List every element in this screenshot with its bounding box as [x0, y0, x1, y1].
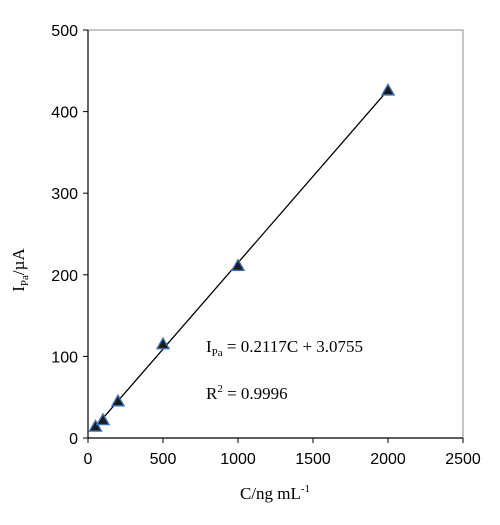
- x-tick-label: 2000: [370, 451, 406, 468]
- x-tick-label: 1000: [220, 451, 256, 468]
- data-point-marker: [110, 393, 126, 407]
- y-tick-label: 500: [51, 23, 78, 40]
- data-point-marker: [88, 419, 103, 432]
- data-point-marker: [380, 82, 396, 96]
- y-axis-label: IPa/µA: [9, 248, 31, 292]
- y-tick-label: 0: [69, 431, 78, 448]
- trendline: [95, 89, 389, 428]
- regression-equation: IPa = 0.2117C + 3.0755: [206, 337, 363, 359]
- plot-area-border: [87, 29, 464, 439]
- x-axis-label: C/ng mL-1: [240, 483, 310, 503]
- x-tick-label: 0: [84, 451, 93, 468]
- y-tick-label: 300: [51, 186, 78, 203]
- x-tick-label: 1500: [295, 451, 331, 468]
- data-point-marker: [95, 412, 111, 426]
- y-tick-label: 200: [51, 268, 78, 285]
- r-squared-annotation: R2 = 0.9996: [206, 383, 288, 403]
- x-tick-label: 500: [150, 451, 177, 468]
- data-point-marker: [230, 258, 246, 272]
- y-tick-label: 400: [51, 105, 78, 122]
- x-tick-label: 2500: [445, 451, 481, 468]
- y-tick-label: 100: [51, 349, 78, 366]
- data-point-marker: [155, 336, 171, 350]
